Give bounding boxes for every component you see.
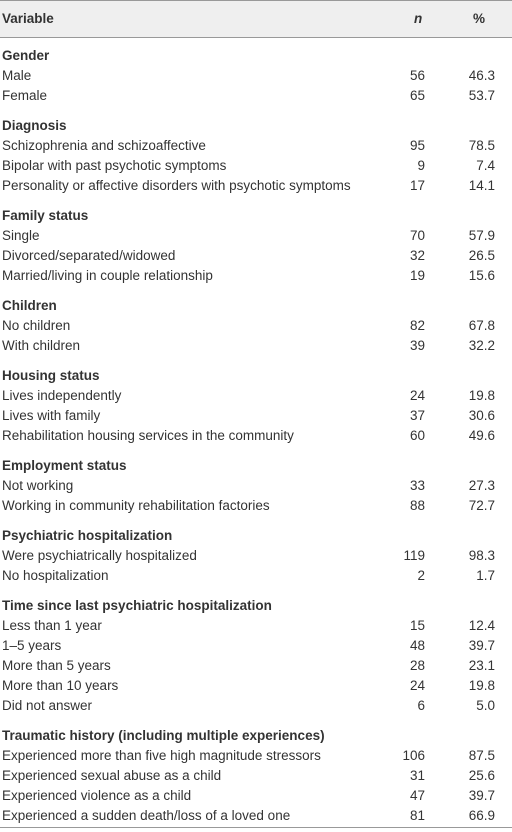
section-title: Time since last psychiatric hospitalizat… — [2, 598, 272, 613]
row-label: Male — [2, 68, 32, 83]
row-n: 47 — [409, 788, 425, 803]
row-pct: 25.6 — [468, 768, 495, 783]
row-n: 88 — [409, 498, 425, 513]
row-pct: 78.5 — [468, 138, 495, 153]
row-pct: 46.3 — [468, 68, 495, 83]
section-title: Psychiatric hospitalization — [2, 528, 173, 543]
row-pct: 1.7 — [476, 568, 495, 583]
row-n: 32 — [409, 248, 425, 263]
row-label: Did not answer — [2, 698, 93, 713]
row-pct: 72.7 — [468, 498, 495, 513]
row-n: 95 — [409, 138, 425, 153]
row-n: 48 — [409, 638, 425, 653]
row-n: 56 — [409, 68, 425, 83]
row-label: Less than 1 year — [2, 618, 102, 633]
section-title: Traumatic history (including multiple ex… — [2, 728, 325, 743]
row-label: Not working — [2, 478, 74, 493]
header-variable: Variable — [2, 11, 54, 26]
row-label: Experienced violence as a child — [2, 788, 192, 803]
row-label: Were psychiatrically hospitalized — [2, 548, 197, 563]
row-label: Schizophrenia and schizoaffective — [2, 138, 206, 153]
row-pct: 7.4 — [476, 158, 495, 173]
bottom-rule — [0, 827, 512, 828]
row-pct: 49.6 — [468, 428, 495, 443]
row-n: 37 — [409, 408, 425, 423]
row-label: Married/living in couple relationship — [2, 268, 213, 283]
row-label: Rehabilitation housing services in the c… — [2, 428, 294, 443]
row-pct: 19.8 — [468, 388, 495, 403]
row-pct: 15.6 — [468, 268, 495, 283]
row-pct: 12.4 — [468, 618, 495, 633]
row-label: Divorced/separated/widowed — [2, 248, 176, 263]
row-pct: 39.7 — [468, 788, 495, 803]
row-label: Experienced sexual abuse as a child — [2, 768, 222, 783]
row-pct: 53.7 — [468, 88, 495, 103]
row-n: 82 — [409, 318, 425, 333]
row-label: 1–5 years — [2, 638, 62, 653]
row-n: 6 — [417, 698, 425, 713]
row-pct: 30.6 — [468, 408, 495, 423]
row-label: With children — [2, 338, 81, 353]
row-n: 15 — [409, 618, 425, 633]
row-n: 24 — [409, 388, 425, 403]
row-n: 60 — [409, 428, 425, 443]
section-title: Family status — [2, 208, 89, 223]
row-n: 28 — [409, 658, 425, 673]
row-pct: 19.8 — [468, 678, 495, 693]
header-row — [0, 0, 512, 38]
header-pct: % — [473, 11, 486, 26]
row-label: Single — [2, 228, 40, 243]
header-n: n — [414, 11, 423, 26]
row-pct: 87.5 — [468, 748, 495, 763]
row-pct: 39.7 — [468, 638, 495, 653]
row-n: 81 — [409, 808, 425, 823]
row-pct: 27.3 — [468, 478, 495, 493]
row-pct: 26.5 — [468, 248, 495, 263]
row-label: Working in community rehabilitation fact… — [2, 498, 270, 513]
row-label: No hospitalization — [2, 568, 109, 583]
row-label: Lives independently — [2, 388, 122, 403]
row-n: 39 — [409, 338, 425, 353]
row-n: 9 — [417, 158, 425, 173]
section-title: Employment status — [2, 458, 127, 473]
row-label: More than 5 years — [2, 658, 111, 673]
row-pct: 5.0 — [476, 698, 495, 713]
section-title: Gender — [2, 48, 50, 63]
row-pct: 23.1 — [468, 658, 495, 673]
section-title: Housing status — [2, 368, 100, 383]
row-n: 2 — [417, 568, 425, 583]
row-label: No children — [2, 318, 71, 333]
row-label: Female — [2, 88, 48, 103]
row-pct: 66.9 — [468, 808, 495, 823]
row-label: Lives with family — [2, 408, 101, 423]
row-pct: 57.9 — [468, 228, 495, 243]
row-n: 119 — [403, 548, 425, 563]
row-pct: 67.8 — [468, 318, 495, 333]
row-n: 24 — [409, 678, 425, 693]
row-n: 70 — [409, 228, 425, 243]
row-label: Bipolar with past psychotic symptoms — [2, 158, 227, 173]
section-title: Children — [2, 298, 57, 313]
row-n: 31 — [409, 768, 425, 783]
row-pct: 14.1 — [468, 178, 495, 193]
row-n: 33 — [409, 478, 425, 493]
row-label: Experienced more than five high magnitud… — [2, 748, 321, 763]
row-label: Personality or affective disorders with … — [2, 178, 351, 193]
row-n: 106 — [402, 748, 425, 763]
row-n: 19 — [409, 268, 425, 283]
section-title: Diagnosis — [2, 118, 67, 133]
row-pct: 32.2 — [468, 338, 495, 353]
row-pct: 98.3 — [468, 548, 495, 563]
row-label: Experienced a sudden death/loss of a lov… — [2, 808, 291, 823]
row-n: 17 — [409, 178, 425, 193]
row-label: More than 10 years — [2, 678, 119, 693]
row-n: 65 — [409, 88, 425, 103]
